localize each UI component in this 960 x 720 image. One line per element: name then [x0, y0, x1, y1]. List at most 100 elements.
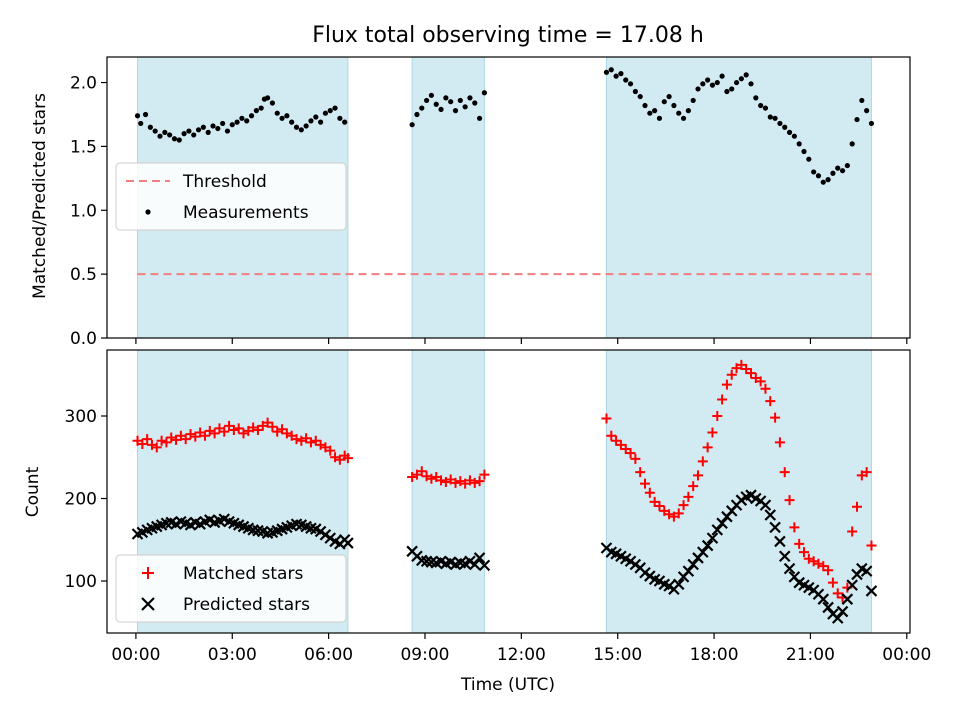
x-tick-label: 18:00	[690, 645, 739, 665]
predicted-star-point	[841, 593, 854, 605]
matched-star-point	[693, 470, 704, 481]
legend-label: Threshold	[182, 172, 267, 192]
matched-star-point	[161, 437, 172, 448]
matched-star-point	[673, 508, 684, 519]
matched-star-point	[707, 427, 718, 438]
measurement-point	[864, 108, 870, 114]
measurement-point	[167, 132, 173, 138]
measurement-point	[244, 118, 250, 124]
measurement-point	[438, 106, 444, 112]
matched-star-point	[789, 522, 800, 533]
measurement-point	[298, 127, 304, 133]
measurement-point	[618, 71, 624, 77]
matched-star-point	[827, 577, 838, 588]
legend-label: Measurements	[183, 203, 309, 223]
legend: Threshold Measurements	[115, 162, 347, 231]
measurement-point	[719, 73, 725, 79]
matched-star-point	[717, 394, 728, 405]
observing-interval-1	[411, 349, 485, 634]
matched-star-point	[640, 478, 651, 489]
x-tick-label: 03:00	[208, 645, 257, 665]
measurement-point	[647, 110, 653, 116]
matched-star-point	[199, 430, 210, 441]
x-tick-label: 12:00	[497, 645, 546, 665]
matched-star-point	[228, 425, 239, 436]
y-tick-label: 100	[65, 572, 97, 592]
predicted-star-point	[711, 524, 724, 536]
y-axis-label-bottom: Count	[23, 466, 43, 517]
measurement-point	[806, 156, 812, 162]
measurement-point	[637, 93, 643, 100]
matched-star-point	[712, 411, 723, 422]
measurement-point	[777, 120, 783, 127]
measurement-point	[685, 108, 691, 114]
measurement-point	[195, 127, 202, 133]
axes-frame	[106, 56, 911, 339]
matched-star-point	[866, 540, 877, 551]
measurement-point	[709, 82, 716, 88]
measurement-point	[690, 97, 696, 104]
measurement-point	[791, 133, 797, 139]
matched-star-point	[209, 428, 220, 439]
predicted-star-point	[342, 537, 354, 549]
legend-label: Matched stars	[183, 564, 303, 584]
matched-star-point	[305, 437, 316, 448]
measurement-point	[859, 97, 865, 104]
matched-star-point	[721, 379, 732, 390]
measurement-point	[656, 115, 663, 121]
measurement-point	[419, 105, 425, 111]
matched-star-point	[702, 442, 713, 453]
measurement-point	[467, 95, 473, 101]
measurement-point	[142, 111, 149, 118]
measurement-point	[327, 108, 333, 114]
matched-star-point	[142, 434, 153, 445]
measurement-point	[603, 69, 610, 75]
x-tick-label: 21:00	[786, 645, 835, 665]
chart-title: Flux total observing time = 17.08 h	[312, 23, 704, 48]
measurement-point	[176, 137, 182, 143]
predicted-star-point	[860, 565, 873, 577]
measurement-point	[157, 133, 163, 139]
measurement-point	[409, 122, 415, 128]
matched-star-point	[799, 547, 810, 558]
matched-star-point	[625, 448, 636, 459]
series-0	[132, 359, 877, 603]
predicted-star-point	[865, 585, 878, 597]
y-tick-label: 200	[65, 490, 97, 510]
y-tick-label: 300	[65, 407, 97, 427]
matched-star-point	[291, 434, 302, 445]
measurement-point	[476, 115, 483, 121]
matched-star-point	[474, 476, 485, 487]
matched-star-point	[156, 435, 167, 446]
measurement-point	[265, 95, 271, 101]
matched-star-point	[755, 376, 766, 387]
measurement-point	[269, 100, 276, 106]
measurement-point	[786, 129, 793, 135]
measurement-point	[253, 108, 259, 114]
observing-interval-2	[605, 56, 872, 339]
measurement-point	[811, 169, 817, 175]
measurement-point	[210, 123, 216, 129]
measurement-point	[472, 100, 478, 106]
measurement-point	[443, 95, 449, 101]
measurement-point	[191, 132, 197, 138]
measurement-point	[733, 79, 740, 86]
measurement-point	[452, 108, 459, 114]
measurement-point	[229, 122, 235, 128]
predicted-star-point	[774, 535, 786, 548]
measurement-point	[308, 118, 314, 124]
measurement-point	[481, 90, 488, 96]
measurement-point	[613, 73, 619, 79]
matched-star-point	[416, 466, 427, 477]
measurement-point	[414, 111, 420, 118]
measurement-point	[279, 115, 285, 121]
matched-star-point	[342, 453, 353, 464]
predicted-star-point	[687, 558, 699, 571]
measurement-point	[652, 108, 658, 114]
matched-star-point	[726, 369, 737, 380]
predicted-star-point	[706, 532, 719, 544]
measurement-point	[258, 105, 264, 111]
measurement-point	[762, 105, 769, 111]
measurement-point	[147, 124, 153, 130]
predicted-star-point	[478, 559, 491, 572]
